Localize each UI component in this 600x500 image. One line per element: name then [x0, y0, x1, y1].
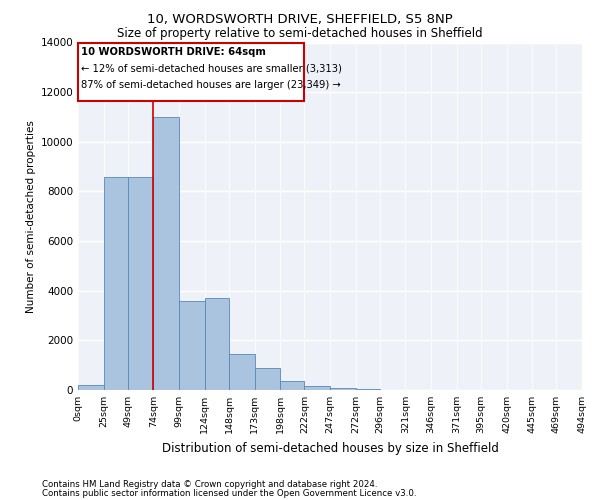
Text: 10, WORDSWORTH DRIVE, SHEFFIELD, S5 8NP: 10, WORDSWORTH DRIVE, SHEFFIELD, S5 8NP: [147, 12, 453, 26]
Y-axis label: Number of semi-detached properties: Number of semi-detached properties: [26, 120, 36, 312]
Text: Contains public sector information licensed under the Open Government Licence v3: Contains public sector information licen…: [42, 488, 416, 498]
Bar: [330, 388, 356, 390]
Bar: [104, 176, 128, 390]
Bar: [254, 368, 280, 390]
Bar: [229, 354, 254, 390]
Bar: [128, 176, 154, 390]
X-axis label: Distribution of semi-detached houses by size in Sheffield: Distribution of semi-detached houses by …: [161, 442, 499, 454]
Bar: [280, 382, 304, 390]
Bar: [205, 298, 229, 390]
Bar: [78, 385, 104, 390]
Text: 87% of semi-detached houses are larger (23,349) →: 87% of semi-detached houses are larger (…: [81, 80, 341, 90]
Bar: [179, 300, 205, 390]
Bar: [154, 117, 179, 390]
Text: 10 WORDSWORTH DRIVE: 64sqm: 10 WORDSWORTH DRIVE: 64sqm: [81, 48, 266, 58]
FancyBboxPatch shape: [78, 42, 304, 101]
Bar: [304, 386, 330, 390]
Text: Size of property relative to semi-detached houses in Sheffield: Size of property relative to semi-detach…: [117, 28, 483, 40]
Text: Contains HM Land Registry data © Crown copyright and database right 2024.: Contains HM Land Registry data © Crown c…: [42, 480, 377, 489]
Text: ← 12% of semi-detached houses are smaller (3,313): ← 12% of semi-detached houses are smalle…: [81, 64, 342, 74]
